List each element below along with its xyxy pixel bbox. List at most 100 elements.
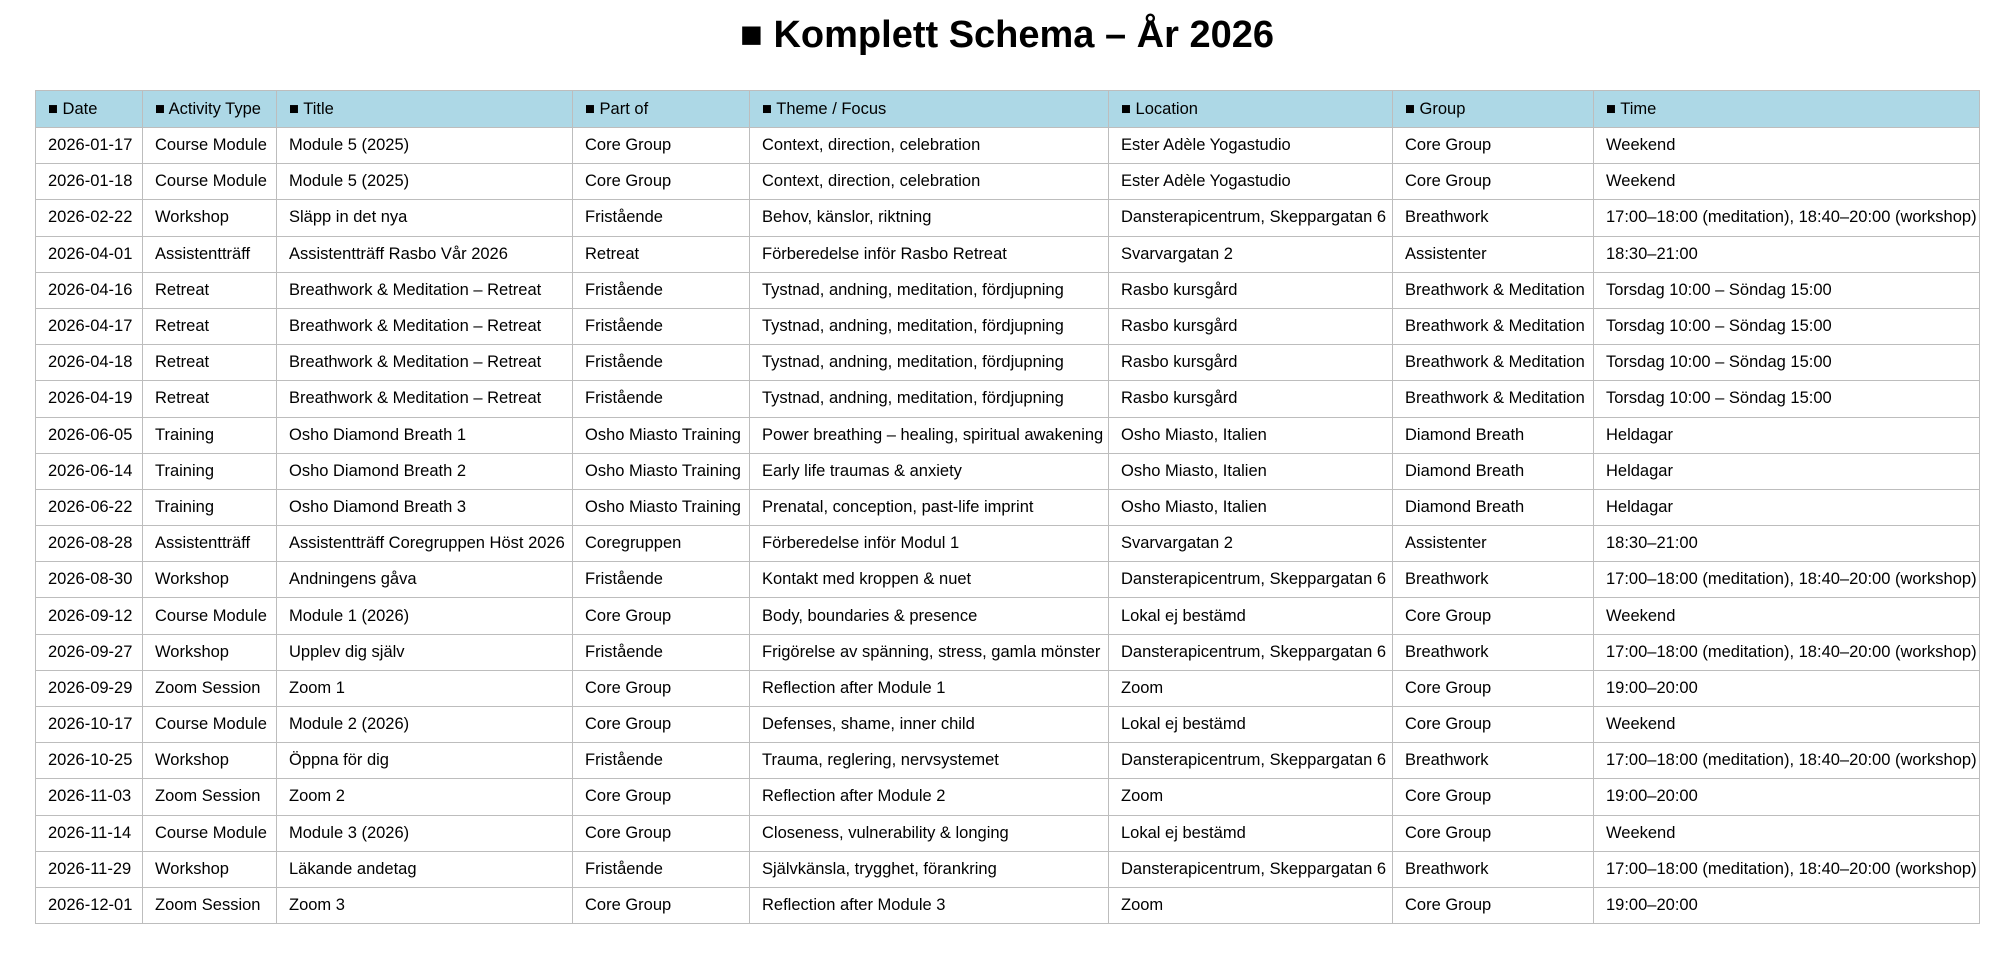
table-cell: 2026-04-17 [35,307,143,346]
table-cell: Core Group [1392,163,1594,201]
table-cell: Training [142,416,277,454]
table-cell: Trauma, reglering, nervsystemet [749,742,1109,780]
table-cell: 18:30–21:00 [1593,525,1980,563]
table-cell: Zoom [1108,886,1393,925]
table-cell: Breathwork & Meditation [1392,271,1594,309]
table-cell: Breathwork [1392,850,1594,888]
table-cell: Breathwork [1392,561,1594,599]
table-cell: Osho Diamond Breath 1 [276,416,573,454]
table-row: 2026-09-27 Workshop Upplev dig själv Fristå… [35,633,1980,671]
column-header: ■ Time [1593,90,1980,128]
table-cell: 19:00–20:00 [1593,886,1980,925]
table-cell: Förberedelse inför Modul 1 [749,525,1109,563]
table-cell: Retreat [572,235,750,273]
table-cell: Core Group [572,126,750,165]
table-cell: 2026-08-28 [35,525,143,563]
column-header: ■ Group [1392,90,1594,128]
table-cell: 17:00–18:00 (meditation), 18:40–20:00 (w… [1593,742,1980,780]
table-cell: Assistentträff [142,235,277,273]
table-cell: Andningens gåva [276,561,573,599]
table-row: 2026-11-29 Workshop Läkande andetag Friståe… [35,850,1980,888]
table-cell: Torsdag 10:00 – Söndag 15:00 [1593,307,1980,346]
table-cell: Lokal ej bestämd [1108,814,1393,852]
table-cell: Tystnad, andning, meditation, fördjupnin… [749,344,1109,382]
table-cell: Core Group [1392,705,1594,744]
table-cell: Weekend [1593,126,1980,165]
table-cell: Core Group [1392,778,1594,816]
table-cell: Fristående [572,850,750,888]
table-cell: Torsdag 10:00 – Söndag 15:00 [1593,271,1980,309]
table-cell: Zoom Session [142,886,277,925]
table-row: 2026-10-17 Course Module Module 2 (2026) Co… [35,705,1980,744]
table-cell: Osho Miasto Training [572,452,750,490]
table-cell: 2026-10-25 [35,742,143,780]
table-cell: Core Group [572,163,750,201]
table-cell: Heldagar [1593,452,1980,490]
table-cell: Breathwork [1392,199,1594,237]
table-cell: Svarvargatan 2 [1108,235,1393,273]
table-cell: Fristående [572,344,750,382]
table-cell: Frigörelse av spänning, stress, gamla mö… [749,633,1109,671]
table-cell: Öppna för dig [276,742,573,780]
table-cell: Lokal ej bestämd [1108,705,1393,744]
table-cell: Rasbo kursgård [1108,271,1393,309]
table-cell: Context, direction, celebration [749,163,1109,201]
table-cell: Workshop [142,850,277,888]
table-cell: Workshop [142,199,277,237]
table-cell: Workshop [142,561,277,599]
table-row: 2026-09-12 Course Module Module 1 (2026) Co… [35,597,1980,635]
table-row: 2026-04-01 Assistentträff Assistentträff R… [35,235,1980,273]
page-title: ■ Komplett Schema – År 2026 [739,14,1275,56]
table-cell: 17:00–18:00 (meditation), 18:40–20:00 (w… [1593,199,1980,237]
table-cell: Core Group [1392,886,1594,925]
table-cell: Module 5 (2025) [276,126,573,165]
table-cell: Weekend [1593,163,1980,201]
table-cell: Breathwork & Meditation – Retreat [276,307,573,346]
table-cell: 2026-04-16 [35,271,143,309]
table-cell: Osho Diamond Breath 2 [276,452,573,490]
column-header: ■ Location [1108,90,1393,128]
table-cell: Diamond Breath [1392,452,1594,490]
table-cell: 2026-09-27 [35,633,143,671]
table-cell: Zoom Session [142,778,277,816]
table-cell: Workshop [142,742,277,780]
schedule-table: ■ Date ■ Activity Type ■ Title ■ Part of ■ T… [35,90,1980,925]
table-cell: Tystnad, andning, meditation, fördjupnin… [749,380,1109,418]
column-header: ■ Part of [572,90,750,128]
table-cell: Breathwork & Meditation [1392,344,1594,382]
table-cell: Module 5 (2025) [276,163,573,201]
table-cell: Assistentträff Rasbo Vår 2026 [276,235,573,273]
table-cell: Early life traumas & anxiety [749,452,1109,490]
table-row: 2026-08-30 Workshop Andningens gåva Friståe… [35,561,1980,599]
table-cell: Core Group [1392,669,1594,708]
table-cell: Heldagar [1593,488,1980,527]
table-cell: 2026-08-30 [35,561,143,599]
table-cell: Zoom 3 [276,886,573,925]
table-cell: Fristående [572,633,750,671]
table-cell: Prenatal, conception, past-life imprint [749,488,1109,527]
table-cell: Breathwork & Meditation [1392,380,1594,418]
table-cell: Kontakt med kroppen & nuet [749,561,1109,599]
table-cell: Dansterapicentrum, Skeppargatan 6 [1108,633,1393,671]
table-cell: Osho Miasto, Italien [1108,488,1393,527]
table-row: 2026-04-16 Retreat Breathwork & Meditation… [35,271,1980,309]
table-cell: Upplev dig själv [276,633,573,671]
table-cell: Osho Miasto Training [572,416,750,454]
table-cell: Power breathing – healing, spiritual awa… [749,416,1109,454]
table-cell: 2026-09-29 [35,669,143,708]
table-row: 2026-01-18 Course Module Module 5 (2025) Co… [35,163,1980,201]
header-row: ■ Date ■ Activity Type ■ Title ■ Part of ■ T… [35,90,1980,128]
table-cell: 17:00–18:00 (meditation), 18:40–20:00 (w… [1593,633,1980,671]
table-cell: 2026-04-18 [35,344,143,382]
table-cell: 2026-02-22 [35,199,143,237]
table-cell: 17:00–18:00 (meditation), 18:40–20:00 (w… [1593,850,1980,888]
table-cell: Breathwork & Meditation – Retreat [276,380,573,418]
table-cell: Course Module [142,814,277,852]
table-cell: Rasbo kursgård [1108,380,1393,418]
table-cell: Torsdag 10:00 – Söndag 15:00 [1593,344,1980,382]
table-cell: Tystnad, andning, meditation, fördjupnin… [749,271,1109,309]
table-cell: Osho Miasto, Italien [1108,452,1393,490]
table-cell: Ester Adèle Yogastudio [1108,163,1393,201]
table-cell: Core Group [572,597,750,635]
